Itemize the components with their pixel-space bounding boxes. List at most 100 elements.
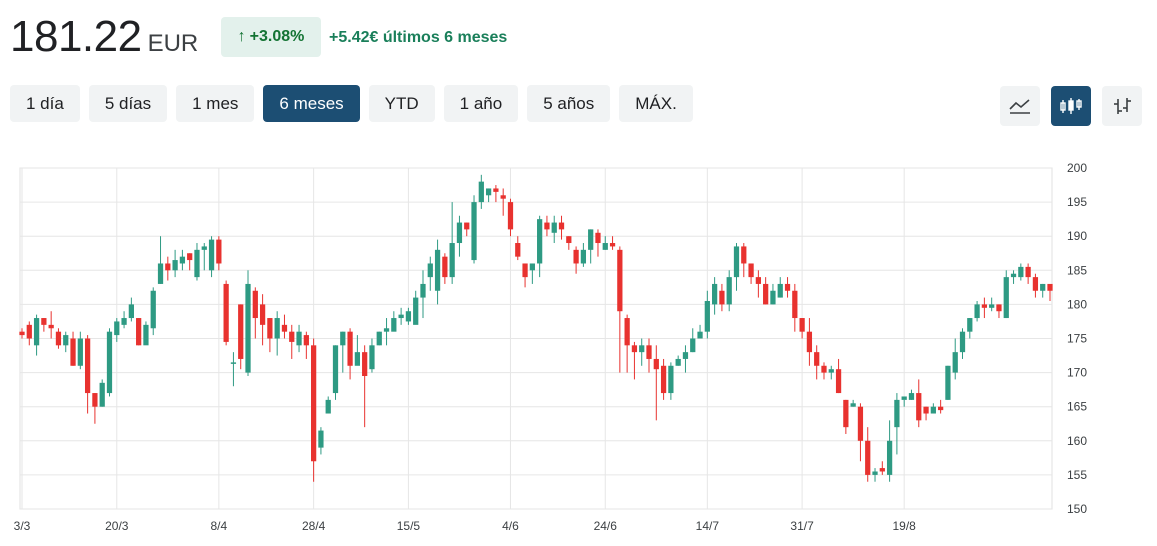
candle-body bbox=[515, 243, 521, 257]
candle bbox=[770, 283, 776, 305]
candle-body bbox=[172, 260, 178, 271]
candle bbox=[354, 335, 361, 366]
candle-body bbox=[507, 202, 514, 230]
candle-body bbox=[894, 399, 900, 428]
candle-body bbox=[938, 406, 944, 411]
range-button-5d[interactable]: 5 días bbox=[88, 85, 168, 122]
candle bbox=[872, 468, 878, 482]
candle bbox=[763, 277, 769, 305]
candle-body bbox=[398, 314, 404, 319]
x-tick-label: 15/5 bbox=[397, 519, 421, 533]
candle bbox=[165, 256, 171, 281]
candle bbox=[63, 331, 69, 353]
candle bbox=[588, 229, 594, 264]
candle bbox=[136, 318, 142, 346]
candle-body bbox=[230, 362, 237, 364]
range-button-1y[interactable]: 1 año bbox=[443, 85, 519, 122]
range-button-ytd[interactable]: YTD bbox=[368, 85, 435, 122]
candle bbox=[551, 215, 557, 244]
candle-body bbox=[755, 277, 761, 284]
y-tick-label: 175 bbox=[1067, 332, 1087, 346]
candle bbox=[835, 358, 842, 394]
price-display: 181.22 EUR bbox=[10, 12, 198, 62]
candle bbox=[157, 236, 164, 284]
candle-body bbox=[84, 338, 91, 394]
candle bbox=[843, 399, 849, 434]
candle-body bbox=[537, 219, 543, 264]
candle bbox=[529, 263, 535, 284]
candle bbox=[493, 185, 499, 203]
candle-body bbox=[340, 331, 346, 346]
candle-body bbox=[1025, 266, 1031, 278]
candle-body bbox=[325, 399, 331, 414]
change-percent-badge: ↑ +3.08% bbox=[221, 17, 321, 57]
change-percent: +3.08% bbox=[249, 28, 305, 45]
candle bbox=[930, 403, 936, 414]
candle bbox=[959, 328, 966, 359]
candle-body bbox=[777, 283, 783, 298]
ohlc-bars-icon bbox=[1114, 98, 1131, 114]
candle bbox=[981, 297, 988, 319]
candle-body bbox=[784, 283, 791, 291]
candle-body bbox=[121, 318, 127, 325]
candlestick-chart-button[interactable] bbox=[1051, 86, 1091, 126]
candle bbox=[938, 399, 944, 414]
candle bbox=[639, 338, 645, 366]
candle bbox=[828, 365, 834, 380]
candle bbox=[704, 290, 710, 339]
line-chart-button[interactable] bbox=[1000, 86, 1040, 126]
candle bbox=[748, 263, 754, 284]
candle bbox=[121, 311, 127, 329]
candle-body bbox=[595, 232, 601, 244]
candle bbox=[106, 328, 113, 397]
change-period-text: +5.42€ últimos 6 meses bbox=[329, 29, 508, 46]
candle-body bbox=[165, 263, 171, 271]
candle bbox=[48, 311, 54, 339]
candle-body bbox=[289, 331, 295, 342]
candle bbox=[471, 195, 477, 264]
candle bbox=[216, 236, 222, 271]
candle-body bbox=[529, 263, 535, 271]
candlestick-chart[interactable]: 150 155 160 165 170 175 180 185 190 195 200 3/3 20/… bbox=[0, 150, 1157, 546]
x-tick-label: 28/4 bbox=[302, 519, 326, 533]
range-button-6m[interactable]: 6 meses bbox=[263, 85, 360, 122]
candle bbox=[55, 328, 62, 349]
candle-body bbox=[835, 369, 842, 394]
candle bbox=[711, 277, 718, 315]
candle-body bbox=[70, 338, 76, 366]
candle-body bbox=[959, 331, 966, 353]
candle bbox=[1040, 283, 1046, 298]
candle-body bbox=[143, 324, 149, 346]
candle bbox=[245, 270, 251, 377]
candle bbox=[340, 331, 346, 373]
candle bbox=[799, 318, 805, 339]
candle-body bbox=[128, 304, 134, 319]
candle-body bbox=[471, 202, 477, 261]
candle-body bbox=[974, 304, 980, 319]
range-button-max[interactable]: MÁX. bbox=[619, 85, 693, 122]
candle-body bbox=[434, 249, 441, 291]
range-button-1d[interactable]: 1 día bbox=[10, 85, 80, 122]
price-value: 181.22 bbox=[10, 12, 142, 61]
candle bbox=[974, 300, 980, 322]
y-tick-label: 200 bbox=[1067, 161, 1087, 175]
candle bbox=[580, 243, 587, 267]
candle-body bbox=[1040, 283, 1046, 291]
range-button-1m[interactable]: 1 mes bbox=[176, 85, 255, 122]
candle-body bbox=[806, 331, 813, 353]
candle-body bbox=[741, 246, 747, 264]
candle-body bbox=[274, 318, 280, 339]
candle-body bbox=[989, 304, 995, 308]
candle-body bbox=[478, 181, 484, 203]
candle bbox=[733, 243, 740, 291]
candle bbox=[522, 263, 528, 288]
candle bbox=[427, 256, 433, 291]
range-button-5y[interactable]: 5 años bbox=[527, 85, 611, 122]
candle bbox=[544, 215, 550, 237]
candle-body bbox=[770, 290, 776, 305]
candle bbox=[967, 318, 973, 339]
candle bbox=[566, 236, 572, 250]
candle-body bbox=[588, 229, 594, 250]
candle-body bbox=[48, 324, 54, 329]
ohlc-chart-button[interactable] bbox=[1102, 86, 1142, 126]
